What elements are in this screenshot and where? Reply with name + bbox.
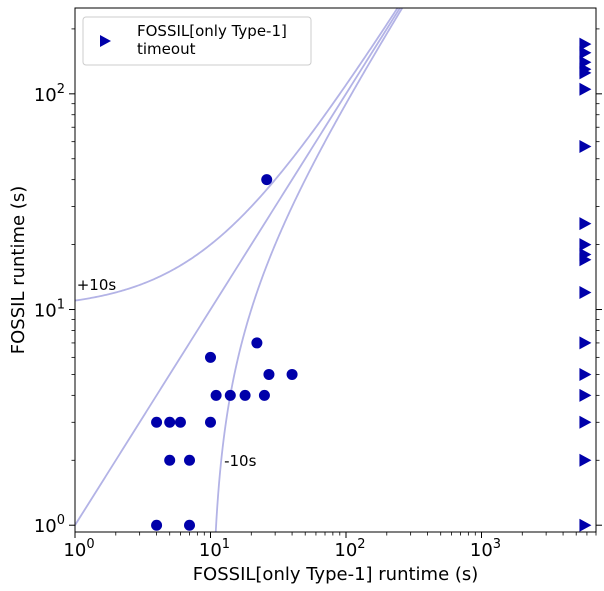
data-point (184, 454, 196, 466)
data-point (286, 368, 298, 380)
timeout-point (579, 82, 592, 96)
guide-line-plus-10s (75, 8, 399, 302)
data-point (174, 416, 186, 428)
data-point (210, 389, 222, 401)
x-tick-label: 100 (63, 537, 94, 561)
data-point (224, 389, 236, 401)
timeout-point (579, 247, 592, 261)
timeout-point (579, 367, 592, 381)
plus-10s-annotation: +10s (77, 276, 117, 294)
y-axis-label: FOSSIL runtime (s) (8, 186, 29, 354)
timeout-point (579, 388, 592, 402)
timeout-point (579, 415, 592, 429)
reference-lines (75, 8, 404, 532)
timeout-point (579, 238, 592, 252)
data-point (258, 389, 270, 401)
x-tick-label: 101 (199, 537, 230, 561)
data-point (184, 519, 196, 531)
y-tick-label: 101 (34, 298, 65, 322)
timeout-point (579, 518, 592, 532)
data-point (263, 368, 275, 380)
data-point (239, 389, 251, 401)
data-points (151, 37, 592, 532)
timeout-point (579, 285, 592, 299)
legend-label-line2: timeout (137, 40, 196, 58)
axis-ticks: 100 101 102 103 100 101 102 (34, 28, 602, 561)
data-point (261, 174, 273, 186)
y-tick-label: 100 (34, 513, 65, 537)
data-point (204, 416, 216, 428)
data-point (151, 519, 163, 531)
data-point (151, 416, 163, 428)
guide-line-minus-10s (214, 8, 404, 532)
plot-area-background (75, 8, 596, 532)
timeout-point (579, 453, 592, 467)
timeout-point (579, 336, 592, 350)
x-tick-label: 103 (470, 537, 501, 561)
legend-label-line1: FOSSIL[only Type-1] (137, 22, 287, 40)
x-axis-label: FOSSIL[only Type-1] runtime (s) (193, 564, 479, 585)
annotations: +10s -10s (77, 276, 257, 470)
legend-box (82, 16, 312, 66)
data-point (251, 337, 263, 349)
legend-triangle-marker (100, 35, 111, 47)
y-tick-label: 102 (34, 82, 65, 106)
data-point (164, 454, 176, 466)
plot-frame (74, 7, 597, 533)
x-tick-label: 102 (334, 537, 365, 561)
data-point (164, 416, 176, 428)
data-point (204, 351, 216, 363)
minus-10s-annotation: -10s (224, 452, 256, 470)
legend: FOSSIL[only Type-1] timeout (82, 16, 312, 66)
timeout-point (579, 46, 592, 60)
timeout-point (579, 217, 592, 231)
timeout-point (579, 139, 592, 153)
timeout-point (579, 37, 592, 51)
guide-line-diagonal (75, 8, 401, 527)
timeout-point (579, 55, 592, 69)
